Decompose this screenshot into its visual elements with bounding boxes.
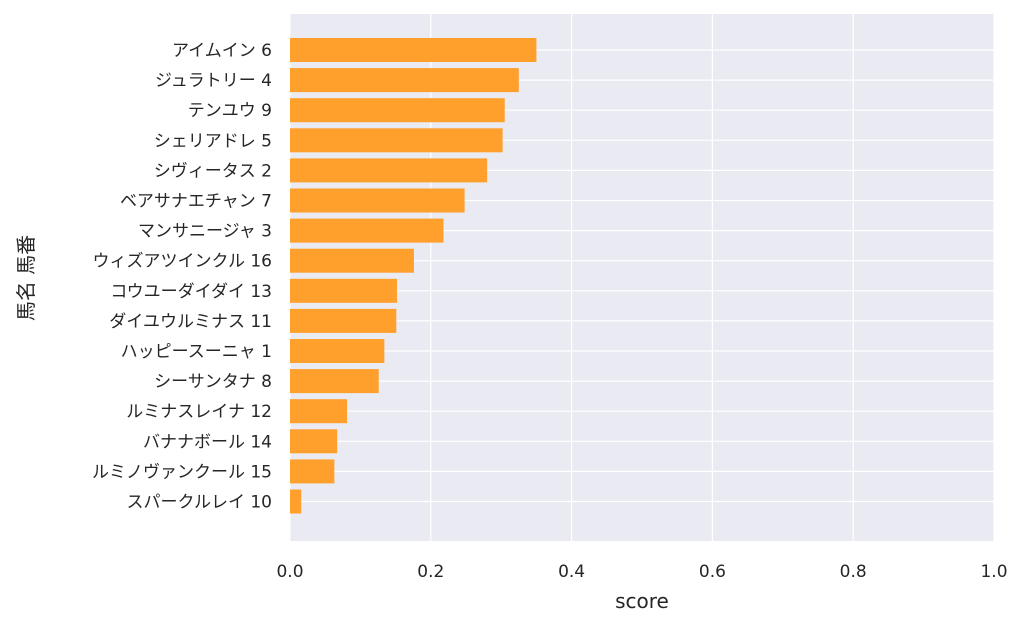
bar bbox=[290, 98, 505, 123]
category-label: コウユーダイダイ 13 bbox=[110, 282, 272, 302]
x-tick-label: 0.6 bbox=[699, 562, 726, 582]
bar bbox=[290, 188, 465, 213]
bar bbox=[290, 248, 414, 273]
bars bbox=[290, 38, 537, 514]
bar bbox=[290, 429, 338, 454]
category-label: ルミノヴァンクール 15 bbox=[92, 462, 272, 482]
x-axis-title: score bbox=[615, 589, 669, 613]
category-labels: アイムイン 6 ジュラトリー 4 テンユウ 9 シェリアドレ 5 シヴィータス 2 ベアサ… bbox=[92, 41, 272, 513]
x-tick-label: 0.0 bbox=[276, 562, 303, 582]
category-label: バナナボール 14 bbox=[143, 432, 272, 452]
category-label: ダイユウルミナス 11 bbox=[109, 312, 272, 332]
category-label: ルミナスレイナ 12 bbox=[126, 402, 272, 422]
bar bbox=[290, 369, 379, 394]
category-label: シェリアドレ 5 bbox=[154, 131, 272, 151]
category-label: シヴィータス 2 bbox=[154, 161, 272, 181]
category-label: ベアサナエチャン 7 bbox=[120, 192, 272, 212]
bar bbox=[290, 128, 503, 153]
bar bbox=[290, 339, 385, 363]
x-tick-label: 0.2 bbox=[417, 562, 444, 582]
y-axis-title: 馬名 馬番 bbox=[14, 235, 38, 321]
x-tick-label: 0.4 bbox=[558, 562, 585, 582]
x-tick-labels: 0.0 0.2 0.4 0.6 0.8 1.0 bbox=[276, 562, 1007, 582]
x-tick-label: 0.8 bbox=[840, 562, 867, 582]
category-label: スパークルレイ 10 bbox=[126, 493, 272, 513]
bar bbox=[290, 38, 537, 62]
category-label: テンユウ 9 bbox=[188, 101, 272, 121]
bar bbox=[290, 218, 444, 243]
bar bbox=[290, 308, 397, 333]
category-label: マンサニージャ 3 bbox=[138, 222, 272, 242]
bar bbox=[290, 278, 398, 303]
category-label: シーサンタナ 8 bbox=[154, 372, 272, 392]
category-label: アイムイン 6 bbox=[172, 41, 272, 61]
category-label: ウィズアツインクル 16 bbox=[92, 252, 272, 272]
bar bbox=[290, 68, 519, 93]
bar bbox=[290, 459, 335, 484]
category-label: ジュラトリー 4 bbox=[155, 71, 272, 91]
category-label: ハッピースーニャ 1 bbox=[121, 342, 272, 362]
bar bbox=[290, 399, 348, 424]
x-tick-label: 1.0 bbox=[980, 562, 1007, 582]
bar bbox=[290, 489, 302, 514]
bar bbox=[290, 158, 488, 183]
plot-background bbox=[290, 14, 994, 541]
